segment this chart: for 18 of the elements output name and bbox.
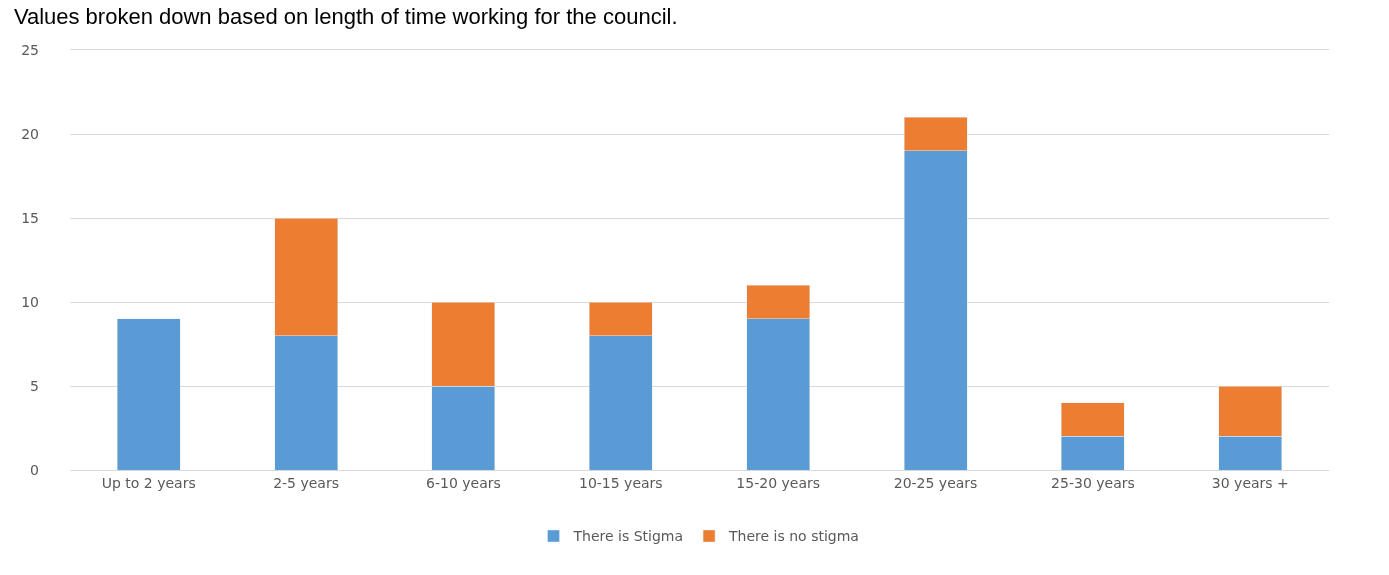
- x-tick-label: 2-5 years: [273, 474, 339, 491]
- y-tick-label: 10: [21, 293, 39, 310]
- x-tick-label: 20-25 years: [893, 474, 978, 491]
- y-tick-label: 20: [21, 125, 39, 142]
- y-tick-label: 5: [30, 377, 39, 394]
- x-tick-label: 15-20 years: [736, 474, 821, 491]
- y-tick-label: 25: [21, 41, 39, 58]
- legend-label: There is Stigma: [572, 528, 684, 545]
- chart-title: Values broken down based on length of time working for the council.: [13, 4, 678, 30]
- x-tick-label: 10-15 years: [578, 474, 663, 491]
- y-tick-label: 15: [21, 209, 39, 226]
- x-tick-label: 6-10 years: [426, 474, 501, 491]
- x-tick-label: Up to 2 years: [101, 474, 196, 491]
- y-tick-label: 0: [30, 461, 39, 478]
- bar: [116, 318, 181, 470]
- x-tick-label: 30 years +: [1211, 474, 1289, 491]
- x-tick-label: 25-30 years: [1051, 474, 1135, 491]
- legend-label: There is no stigma: [728, 528, 859, 545]
